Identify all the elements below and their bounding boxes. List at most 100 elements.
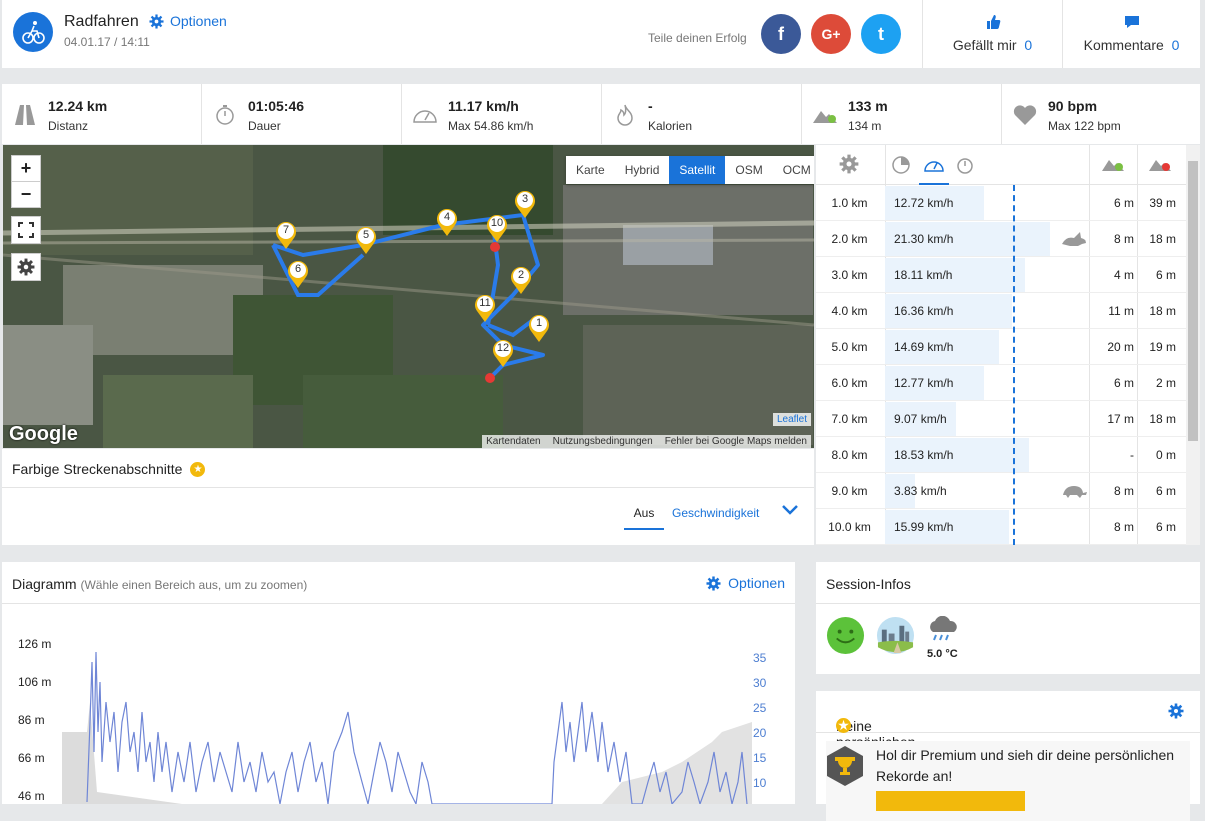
route-marker[interactable]: 2	[509, 265, 533, 295]
route-map[interactable]: 1 2 3 4 5 6 7 10 11 12 + − Karte Hybrid Satellit …	[3, 145, 814, 448]
split-ascent: 6 m	[1113, 376, 1134, 390]
marker-label: 6	[294, 263, 302, 275]
splits-header	[816, 145, 1186, 185]
chevron-down-icon[interactable]	[780, 503, 800, 517]
stat-label: Kalorien	[648, 119, 693, 133]
map-type-ocm[interactable]: OCM	[782, 163, 811, 177]
map-settings-button[interactable]	[11, 253, 41, 281]
map-type-karte[interactable]: Karte	[576, 163, 605, 177]
split-row: 9.0 km 3.83 km/h 8 m 6 m	[816, 473, 1186, 509]
zoom-in-button[interactable]: +	[11, 155, 41, 182]
split-descent: 6 m	[1155, 520, 1176, 534]
route-marker[interactable]: 11	[473, 293, 497, 323]
route-marker[interactable]: 12	[491, 338, 515, 368]
route-marker[interactable]: 5	[354, 225, 378, 255]
stat-value: 01:05:46	[248, 98, 305, 114]
stopwatch-icon[interactable]	[955, 155, 975, 175]
route-marker[interactable]: 6	[286, 259, 310, 289]
split-speed-bar	[885, 294, 1012, 328]
route-marker[interactable]: 1	[527, 313, 551, 343]
elevation-speed-chart[interactable]	[62, 642, 752, 804]
route-marker[interactable]: 3	[513, 189, 537, 219]
stat-label: 134 m	[848, 119, 882, 133]
stat-value: 11.17 km/h	[448, 98, 519, 114]
map-attribution: Kartendaten Nutzungsbedingungen Fehler b…	[482, 435, 811, 448]
split-descent: 2 m	[1155, 376, 1176, 390]
options-label: Optionen	[170, 13, 227, 29]
map-type-hybrid[interactable]: Hybrid	[624, 163, 660, 177]
pace-icon[interactable]	[891, 155, 911, 175]
elevation-icon	[812, 103, 838, 127]
ascent-icon	[1102, 160, 1124, 171]
gear-icon[interactable]	[839, 154, 859, 174]
map-type-osm[interactable]: OSM	[735, 163, 763, 177]
y-axis-right-label: 10	[753, 776, 767, 790]
y-axis-right-label: 30	[753, 676, 767, 690]
stat-distance: 12.24 km Distanz	[2, 84, 202, 144]
mood-happy-icon	[826, 616, 865, 655]
splits-table: 1.0 km 12.72 km/h 6 m 39 m 2.0 km 21.30 km/h 8…	[816, 145, 1200, 545]
like-button[interactable]: Gefällt mir 0	[922, 0, 1062, 68]
gear-icon[interactable]	[1168, 703, 1184, 719]
route-marker[interactable]: 4	[435, 207, 459, 237]
y-axis-left-label: 46 m	[18, 789, 45, 803]
y-axis-right-label: 20	[753, 726, 767, 740]
marker-label: 1	[535, 317, 543, 329]
attribution-terms[interactable]: Nutzungsbedingungen	[552, 436, 653, 447]
share-label: Teile deinen Erfolg	[648, 31, 747, 45]
split-descent: 6 m	[1155, 484, 1176, 498]
facebook-share-button[interactable]: f	[761, 14, 801, 54]
speed-tab[interactable]	[919, 151, 949, 185]
diagram-panel: Diagramm (Wähle einen Bereich aus, um zu…	[2, 562, 795, 804]
stat-duration: 01:05:46 Dauer	[202, 84, 402, 144]
marker-label: 10	[490, 217, 504, 229]
split-speed-bar	[885, 402, 956, 436]
temperature-value: 5.0 °C	[927, 648, 958, 660]
session-title: Session-Infos	[826, 576, 911, 592]
split-speed: 12.72 km/h	[894, 196, 954, 210]
split-descent: 0 m	[1155, 448, 1176, 462]
route-marker[interactable]: 10	[485, 213, 509, 243]
gear-icon	[706, 575, 721, 591]
splits-scrollbar[interactable]	[1186, 145, 1200, 545]
split-km: 4.0 km	[831, 304, 868, 318]
split-ascent: 8 m	[1113, 484, 1134, 498]
attribution-report[interactable]: Fehler bei Google Maps melden	[664, 436, 807, 447]
comments-button[interactable]: Kommentare 0	[1062, 0, 1200, 68]
premium-star-icon: ★	[836, 717, 851, 733]
activity-header: Radfahren Optionen 04.01.17 / 14:11 Teil…	[2, 0, 1200, 68]
split-speed: 9.07 km/h	[894, 412, 947, 426]
premium-button[interactable]	[876, 791, 1025, 811]
split-descent: 6 m	[1155, 268, 1176, 282]
stat-value: 90 bpm	[1048, 98, 1098, 114]
zoom-out-button[interactable]: −	[11, 181, 41, 208]
marker-label: 5	[362, 229, 370, 241]
split-row: 8.0 km 18.53 km/h - 0 m	[816, 437, 1186, 473]
split-ascent: 6 m	[1113, 196, 1134, 210]
y-axis-left-label: 66 m	[18, 751, 45, 765]
route-marker[interactable]: 7	[274, 220, 298, 250]
twitter-share-button[interactable]: t	[861, 14, 901, 54]
options-link[interactable]: Optionen	[149, 13, 227, 29]
stat-label: Max 54.86 km/h	[448, 119, 534, 133]
googleplus-share-button[interactable]: G+	[811, 14, 851, 54]
premium-teaser-text: Hol dir Premium und sieh dir deine persö…	[876, 747, 1175, 784]
split-descent: 18 m	[1149, 304, 1176, 318]
split-km: 3.0 km	[831, 268, 868, 282]
attribution-mapdata[interactable]: Kartendaten	[486, 436, 541, 447]
map-type-satellit[interactable]: Satellit	[669, 156, 726, 184]
stat-label: Distanz	[48, 119, 89, 133]
fullscreen-button[interactable]	[11, 216, 41, 244]
stats-bar: 12.24 km Distanz 01:05:46 Dauer 11.17 km…	[2, 84, 1200, 144]
split-row: 1.0 km 12.72 km/h 6 m 39 m	[816, 185, 1186, 221]
leaflet-link[interactable]: Leaflet	[772, 413, 811, 426]
segments-speed-tab[interactable]: Geschwindigkeit	[672, 506, 760, 520]
split-row: 4.0 km 16.36 km/h 11 m 18 m	[816, 293, 1186, 329]
diagram-subtitle: (Wähle einen Bereich aus, um zu zoomen)	[80, 578, 308, 592]
marker-label: 12	[496, 342, 510, 354]
segments-off-tab[interactable]: Aus	[624, 504, 664, 530]
diagram-options-link[interactable]: Optionen	[706, 575, 785, 591]
split-speed-bar	[885, 438, 1029, 472]
stat-value: -	[648, 98, 653, 114]
y-axis-right-label: 25	[753, 701, 767, 715]
